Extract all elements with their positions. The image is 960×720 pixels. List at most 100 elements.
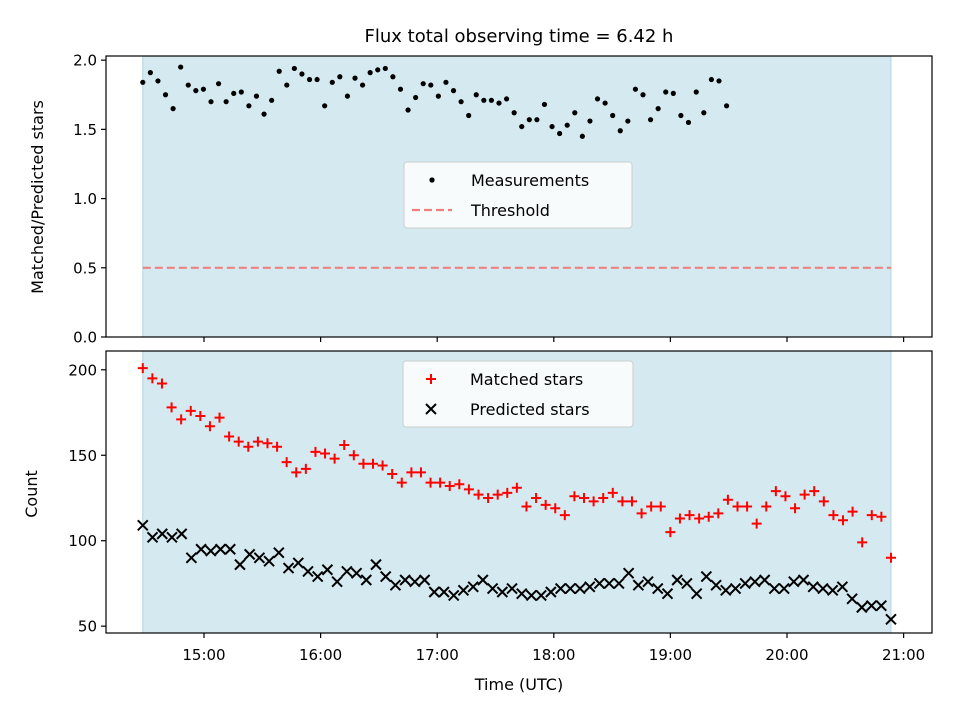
- matched-star-point: [473, 489, 484, 500]
- measurement-point: [155, 78, 161, 84]
- matched-star-point: [483, 492, 494, 503]
- measurement-point: [617, 128, 623, 134]
- predicted-star-point: [875, 599, 887, 612]
- matched-star-point: [636, 508, 647, 519]
- measurement-point: [564, 122, 570, 128]
- measurement-point: [231, 90, 237, 96]
- predicted-star-point: [146, 531, 159, 543]
- measurement-point: [723, 103, 730, 109]
- predicted-star-point: [661, 587, 674, 600]
- measurement-point: [420, 81, 426, 87]
- legend-label: Matched stars: [470, 370, 583, 389]
- measurement-point: [458, 99, 464, 105]
- matched-star-point: [790, 503, 801, 514]
- measurement-point: [329, 79, 335, 85]
- axes-frame: [105, 55, 933, 338]
- matched-star-point: [233, 436, 244, 447]
- axes-frame: [105, 350, 933, 634]
- legend-label: Threshold: [470, 201, 550, 220]
- predicted-star-point: [205, 545, 217, 557]
- predicted-star-point: [175, 528, 188, 540]
- x-tick-label: 16:00: [299, 646, 342, 664]
- measurement-point: [693, 89, 699, 95]
- measurement-point: [405, 107, 411, 113]
- legend-box: [402, 360, 634, 428]
- measurement-point: [625, 118, 631, 124]
- x-tick-label: 15:00: [182, 646, 225, 664]
- predicted-star-point: [535, 589, 547, 602]
- measurement-point: [632, 86, 639, 92]
- predicted-star-point: [137, 519, 149, 532]
- predicted-star-point: [807, 581, 819, 593]
- matched-star-point: [415, 467, 426, 478]
- measurement-point: [466, 112, 472, 119]
- measurement-point: [337, 74, 343, 80]
- top-axes: 0.0 0.5 1.0 1.5 2.0: [73, 52, 933, 347]
- measurement-point: [534, 117, 540, 123]
- legend-predicted-marker: [425, 403, 437, 415]
- measurement-point: [511, 110, 517, 116]
- measurement-point: [200, 86, 207, 92]
- predicted-star-point: [409, 576, 421, 588]
- predicted-star-point: [865, 599, 878, 612]
- matched-star-point: [176, 414, 187, 425]
- predicted-star-point: [438, 586, 450, 598]
- matched-star-point: [243, 441, 254, 452]
- matched-star-point: [828, 510, 839, 521]
- matched-star-point: [550, 503, 561, 514]
- measurement-point: [428, 82, 434, 88]
- matched-star-point: [838, 515, 849, 526]
- measurement-point: [503, 96, 510, 102]
- measurement-point: [140, 79, 146, 85]
- matched-star-point: [224, 431, 235, 442]
- measurement-point: [716, 78, 722, 84]
- matched-star-point: [367, 458, 378, 469]
- measurement-point: [488, 97, 495, 103]
- predicted-star-point: [778, 582, 790, 595]
- predicted-star-point: [418, 574, 431, 586]
- matched-star-point: [722, 494, 733, 505]
- predicted-star-point: [389, 579, 402, 591]
- matched-star-point: [329, 453, 340, 464]
- matched-star-point: [444, 481, 455, 492]
- matched-star-point: [646, 501, 657, 512]
- predicted-star-point: [234, 558, 246, 571]
- measurement-point: [269, 97, 275, 103]
- predicted-star-point: [642, 576, 654, 588]
- measurement-point: [253, 93, 260, 99]
- predicted-star-point: [564, 582, 577, 595]
- predicted-star-point: [885, 613, 897, 626]
- predicted-star-point: [263, 555, 275, 567]
- measurement-point: [223, 99, 229, 105]
- matched-star-point: [406, 467, 417, 478]
- matched-star-point: [425, 477, 436, 488]
- y-tick-label: 200: [68, 361, 97, 379]
- measurement-point: [359, 82, 366, 88]
- predicted-star-point: [545, 586, 557, 598]
- predicted-star-point: [574, 582, 586, 595]
- measurement-point: [215, 81, 222, 87]
- predicted-star-point: [797, 574, 810, 586]
- predicted-star-point: [729, 582, 742, 595]
- measurement-point: [299, 71, 305, 77]
- matched-star-point: [435, 477, 446, 488]
- predicted-star-point: [360, 574, 372, 586]
- x-tick-label: 20:00: [765, 646, 808, 664]
- matched-star-point: [674, 513, 685, 524]
- measurement-point: [284, 82, 290, 88]
- matched-star-point: [655, 501, 666, 512]
- matched-star-point: [463, 484, 474, 495]
- measurement-point: [594, 96, 601, 102]
- measurement-point: [352, 75, 358, 81]
- measurement-point: [246, 103, 252, 109]
- matched-star-point: [281, 457, 292, 468]
- measurement-point: [579, 133, 585, 139]
- predicted-star-point: [477, 574, 489, 586]
- measurement-point: [375, 67, 381, 73]
- y-tick-label: 0.0: [73, 329, 97, 347]
- matched-star-point: [185, 405, 196, 416]
- measurement-point: [367, 70, 373, 76]
- measurement-point: [382, 65, 388, 72]
- matched-star-point: [377, 460, 388, 471]
- predicted-star-point: [399, 574, 411, 586]
